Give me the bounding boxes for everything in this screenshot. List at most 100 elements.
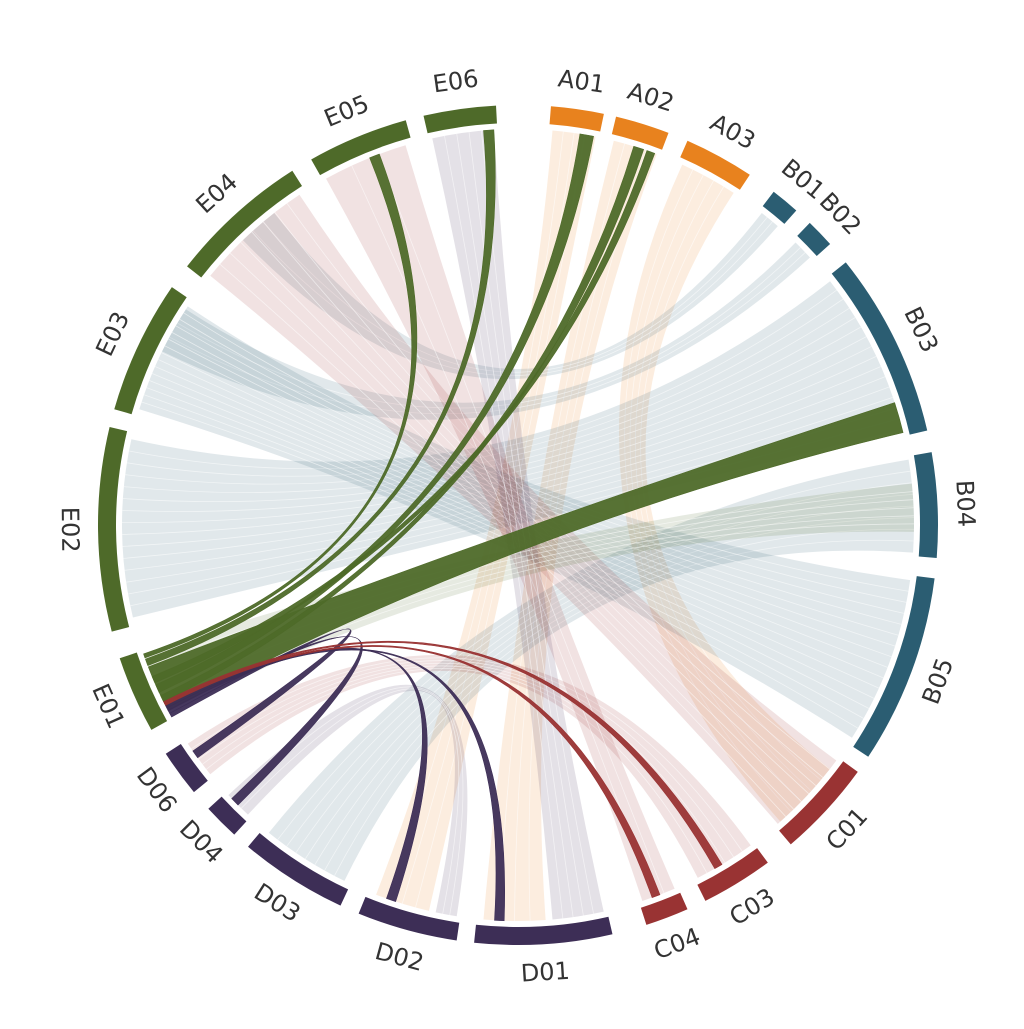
segment-arc-e03 — [114, 287, 187, 415]
chord-strand — [194, 660, 735, 858]
segment-arc-e04 — [187, 170, 303, 278]
segment-arc-c03 — [697, 848, 768, 901]
segment-label-c04: C04 — [650, 922, 704, 965]
segment-label-c03: C03 — [725, 883, 780, 932]
segment-arc-e06 — [423, 105, 497, 134]
segment-arc-b05 — [853, 576, 935, 757]
chord-strand — [175, 325, 905, 614]
chord-strand — [125, 307, 850, 485]
chord-strand — [177, 247, 801, 409]
highlight-link-d04-e01 — [167, 636, 363, 806]
highlight-link-d06-e01 — [169, 628, 352, 759]
segment-label-b02: B02 — [814, 187, 867, 240]
chord-strand — [122, 356, 877, 535]
chord-strand — [286, 203, 831, 770]
highlight-link-e01-a02 — [160, 145, 645, 703]
segment-label-a03: A03 — [705, 108, 760, 155]
highlight-link-d01-e01 — [165, 648, 506, 922]
segment-label-a02: A02 — [624, 77, 677, 118]
segment-arc-b03 — [831, 262, 928, 435]
chord-strand — [161, 352, 892, 658]
segment-label-d06: D06 — [131, 762, 183, 818]
chord-strand — [219, 263, 787, 817]
chord-strand — [444, 135, 564, 919]
chord-strand — [122, 346, 872, 523]
chord-strand — [122, 326, 862, 503]
chord-strand — [456, 133, 574, 918]
chord-strand — [164, 345, 896, 647]
segment-arc-c04 — [640, 892, 688, 925]
segment-label-b05: B05 — [917, 654, 960, 708]
chord-link-a03-c01 — [619, 164, 831, 822]
segment-label-b03: B03 — [898, 302, 944, 357]
segment-label-d04: D04 — [174, 815, 228, 869]
chord-strand — [334, 539, 914, 877]
segment-label-a01: A01 — [556, 64, 606, 98]
segment-label-e06: E06 — [431, 64, 480, 98]
highlight-link-c03-e01 — [163, 640, 723, 870]
segment-arc-e01 — [119, 652, 168, 730]
chord-strand — [351, 165, 654, 898]
segment-arc-d06 — [165, 743, 208, 793]
chord-strand — [122, 366, 882, 547]
segment-label-e01: E01 — [86, 680, 130, 733]
highlight-link-e01-a02 — [151, 150, 656, 684]
segment-arc-e02 — [97, 426, 130, 632]
chord-strand — [388, 131, 564, 900]
chord-strand — [171, 332, 902, 625]
chord-strand — [304, 505, 914, 860]
chord-strand — [229, 252, 794, 810]
segment-arc-b01 — [762, 191, 797, 224]
chord-strand — [198, 662, 726, 863]
chord-strand — [234, 686, 464, 916]
chord-link-b05-e03 — [139, 306, 911, 738]
segment-arc-d02 — [358, 896, 460, 941]
segment-arc-a01 — [549, 106, 604, 132]
segment-arc-c01 — [779, 761, 858, 845]
highlight-link-c04-e01 — [164, 645, 661, 898]
highlighted-links — [143, 129, 904, 922]
chord-strand — [122, 336, 867, 512]
chord-strand — [240, 688, 460, 914]
chord-strand — [277, 470, 911, 840]
chord-strand — [154, 366, 884, 679]
segment-label-e04: E04 — [190, 168, 243, 219]
chord-link-c03-d06 — [187, 654, 751, 878]
chord-strand — [124, 386, 890, 571]
chord-link-d02-d04 — [228, 684, 468, 917]
highlight-link-e01-e06 — [145, 129, 496, 667]
segment-label-c01: C01 — [821, 802, 874, 856]
chord-strand — [123, 317, 856, 493]
chord-strand — [169, 252, 806, 415]
segment-arc-a02 — [611, 116, 669, 150]
segment-arc-d01 — [474, 916, 613, 946]
segment-arc-a03 — [680, 140, 750, 190]
segment-arcs — [97, 105, 939, 946]
segment-label-b01: B01 — [776, 154, 830, 206]
chord-strand — [183, 312, 909, 592]
chord-link-b04-d03 — [268, 459, 915, 881]
segment-label-d01: D01 — [520, 957, 571, 988]
chord-strand — [128, 289, 837, 470]
segment-arc-b04 — [913, 452, 939, 558]
chord-strand — [168, 338, 899, 636]
chord-strand — [263, 216, 768, 373]
chord-strand — [286, 482, 912, 847]
chord-strand — [481, 130, 594, 914]
chord-strand — [251, 231, 810, 795]
chord-link-a02-d01 — [483, 140, 657, 922]
highlight-link-d02-e01 — [166, 647, 428, 902]
chord-strand — [377, 154, 665, 894]
chord-strand — [126, 298, 844, 477]
chord-strand — [179, 318, 907, 603]
segment-label-e02: E02 — [56, 507, 84, 553]
segment-arc-d04 — [208, 796, 247, 835]
segment-arc-e05 — [311, 120, 411, 176]
chord-strand — [468, 131, 584, 916]
chord-strand — [314, 517, 914, 866]
highlight-link-e01-e05 — [143, 153, 418, 659]
chord-strand — [252, 221, 773, 376]
